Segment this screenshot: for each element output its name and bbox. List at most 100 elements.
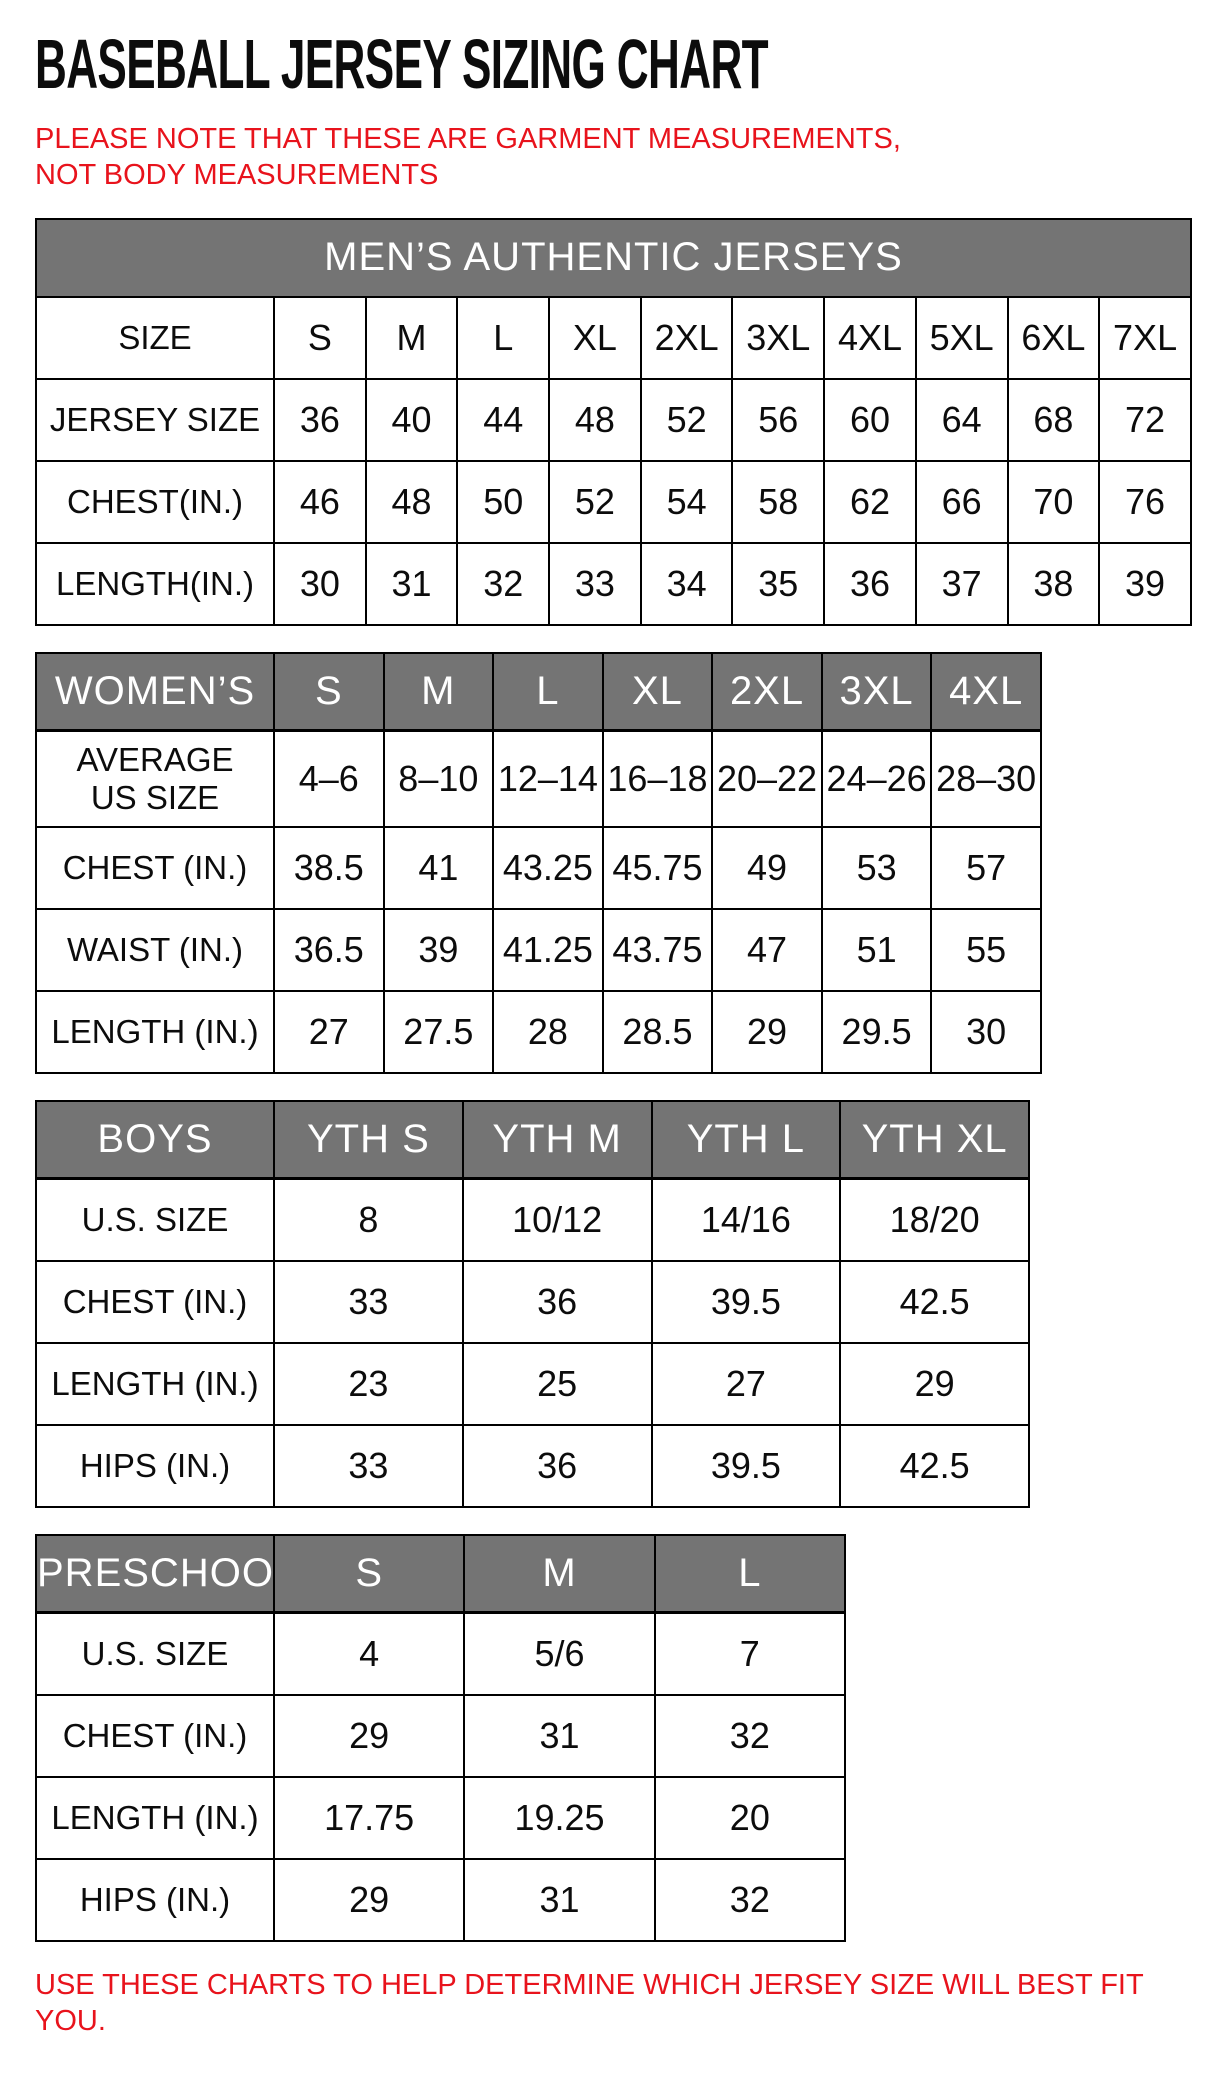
size-value: 48: [364, 459, 459, 544]
size-value: 24–26: [820, 729, 933, 828]
row-label: LENGTH (IN.): [35, 989, 275, 1074]
size-value: 38.5: [273, 825, 385, 910]
size-value: 27: [650, 1341, 842, 1426]
size-value: 52: [548, 459, 642, 544]
table-row: HIPS (IN.) 33 36 39.5 42.5: [35, 1423, 1030, 1508]
row-label: LENGTH(IN.): [35, 541, 275, 626]
table-row: LENGTH (IN.) 27 27.5 28 28.5 29 29.5 30: [35, 989, 1042, 1074]
size-value: 23: [273, 1341, 464, 1426]
size-value: 31: [463, 1693, 656, 1778]
row-label: U.S. SIZE: [35, 1177, 275, 1262]
size-value: 41: [382, 825, 495, 910]
size-value: 29: [839, 1341, 1030, 1426]
row-label: HIPS (IN.): [35, 1423, 275, 1508]
size-header-label: SIZE: [35, 295, 275, 380]
size-value: 18/20: [839, 1177, 1030, 1262]
size-value: 39.5: [650, 1259, 842, 1344]
size-value: 7: [653, 1611, 846, 1696]
size-value: 28.5: [601, 989, 714, 1074]
table-row: LENGTH (IN.) 17.75 19.25 20: [35, 1775, 846, 1860]
row-label: JERSEY SIZE: [35, 377, 275, 462]
size-value: 29: [272, 1693, 466, 1778]
size-value: 14/16: [650, 1177, 842, 1262]
size-value: 12–14: [492, 729, 604, 828]
size-value: 35: [731, 541, 826, 626]
size-value: 72: [1098, 377, 1192, 462]
size-value: 54: [639, 459, 734, 544]
size-value: 4–6: [273, 729, 385, 828]
size-value: 56: [731, 377, 826, 462]
size-value: 46: [273, 459, 367, 544]
column-header: 2XL: [639, 295, 734, 380]
size-value: 36: [461, 1259, 653, 1344]
size-value: 4: [272, 1611, 466, 1696]
size-value: 19.25: [463, 1775, 656, 1860]
sizing-tables: MEN’S AUTHENTIC JERSEYS SIZE S M L XL 2XL 3XL 4X…: [35, 217, 1192, 1942]
womens-sizing-table: WOMEN’S S M L XL 2XL 3XL 4XL AVERAGE US SIZE 4–6 8…: [35, 651, 1042, 1074]
size-value: 42.5: [839, 1423, 1030, 1508]
size-value: 43.75: [601, 907, 714, 992]
row-label: CHEST (IN.): [35, 1693, 275, 1778]
mens-sizing-table: MEN’S AUTHENTIC JERSEYS SIZE S M L XL 2XL 3XL 4X…: [35, 217, 1192, 626]
fit-advice-note: USE THESE CHARTS TO HELP DETERMINE WHICH…: [35, 1968, 1144, 2037]
size-value: 49: [711, 825, 823, 910]
size-value: 28: [492, 989, 604, 1074]
size-value: 57: [930, 825, 1042, 910]
size-value: 36: [273, 377, 367, 462]
size-value: 50: [456, 459, 551, 544]
table-title-band: BOYS: [35, 1099, 275, 1181]
size-value: 8–10: [382, 729, 495, 828]
size-value: 62: [823, 459, 917, 544]
preschool-sizing-table: PRESCHOOL S M L U.S. SIZE 4 5/6 7 CHEST (IN.) 29 3…: [35, 1533, 846, 1942]
table-title-band: WOMEN’S: [35, 651, 275, 733]
column-header: 6XL: [1006, 295, 1101, 380]
size-value: 39: [382, 907, 495, 992]
size-value: 5/6: [463, 1611, 656, 1696]
size-value: 45.75: [601, 825, 714, 910]
column-header: 3XL: [731, 295, 826, 380]
row-label: CHEST (IN.): [35, 1259, 275, 1344]
table-row: SIZE S M L XL 2XL 3XL 4XL 5XL 6XL 7XL: [35, 295, 1192, 380]
table-row: CHEST(IN.) 46 48 50 52 54 58 62 66 70 76: [35, 459, 1192, 544]
table-row: JERSEY SIZE 36 40 44 48 52 56 60 64 68 72: [35, 377, 1192, 462]
size-value: 33: [273, 1259, 464, 1344]
row-label: HIPS (IN.): [35, 1857, 275, 1942]
column-header: 4XL: [823, 295, 917, 380]
size-value: 55: [930, 907, 1042, 992]
table-row: CHEST (IN.) 33 36 39.5 42.5: [35, 1259, 1030, 1344]
column-header: 2XL: [711, 651, 823, 733]
size-value: 20–22: [711, 729, 823, 828]
size-value: 42.5: [839, 1259, 1030, 1344]
size-value: 32: [653, 1857, 846, 1942]
column-header: YTH M: [461, 1099, 653, 1181]
size-value: 53: [820, 825, 933, 910]
size-value: 25: [461, 1341, 653, 1426]
size-value: 27: [273, 989, 385, 1074]
size-value: 28–30: [930, 729, 1042, 828]
column-header: YTH XL: [839, 1099, 1030, 1181]
size-value: 33: [548, 541, 642, 626]
column-header: L: [653, 1533, 846, 1615]
table-header-row: PRESCHOOL S M L: [35, 1533, 846, 1615]
size-value: 16–18: [601, 729, 714, 828]
column-header: XL: [601, 651, 714, 733]
size-value: 58: [731, 459, 826, 544]
size-value: 30: [273, 541, 367, 626]
table-row: HIPS (IN.) 29 31 32: [35, 1857, 846, 1942]
size-value: 17.75: [272, 1775, 466, 1860]
page-title-text: BASEBALL JERSEY SIZING CHART: [35, 25, 769, 103]
size-value: 44: [456, 377, 551, 462]
table-header-row: WOMEN’S S M L XL 2XL 3XL 4XL: [35, 651, 1042, 733]
size-value: 64: [914, 377, 1009, 462]
row-label: U.S. SIZE: [35, 1611, 275, 1696]
column-header: YTH L: [650, 1099, 842, 1181]
size-value: 52: [639, 377, 734, 462]
column-header: S: [273, 651, 385, 733]
row-label: CHEST(IN.): [35, 459, 275, 544]
column-header: L: [492, 651, 604, 733]
column-header: 5XL: [914, 295, 1009, 380]
size-value: 10/12: [461, 1177, 653, 1262]
size-value: 34: [639, 541, 734, 626]
table-row: AVERAGE US SIZE 4–6 8–10 12–14 16–18 20–22 24–…: [35, 729, 1042, 828]
size-value: 39: [1098, 541, 1192, 626]
